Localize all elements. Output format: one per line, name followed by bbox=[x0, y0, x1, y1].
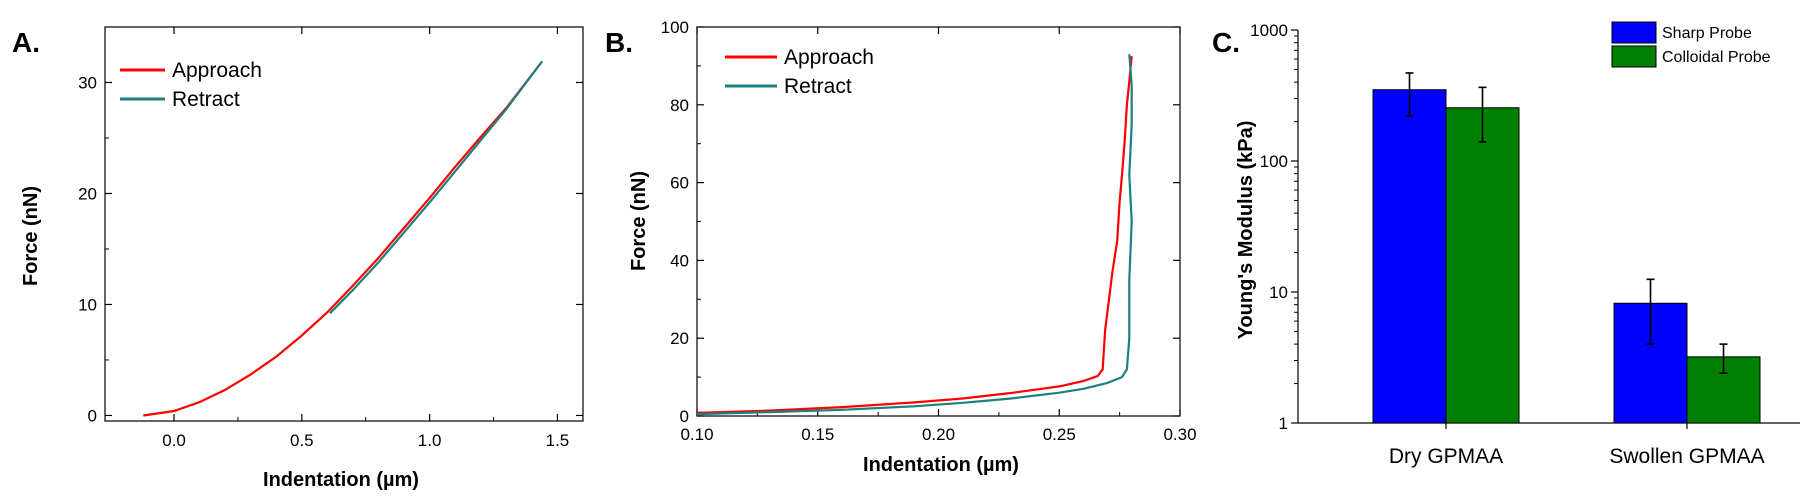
chart-c: Young's Modulus (kPa) 1 10 100 1000 Dry GPMA… bbox=[1235, 21, 1800, 468]
chart-b-xtick-label: 0.10 bbox=[680, 425, 713, 444]
chart-c-ytick-label: 1000 bbox=[1250, 21, 1288, 40]
chart-a-series-retract bbox=[329, 60, 543, 315]
chart-b-ytick-label: 20 bbox=[670, 329, 689, 348]
chart-c-category-label: Dry GPMAA bbox=[1389, 445, 1503, 468]
chart-b-xtick-label: 0.30 bbox=[1163, 425, 1196, 444]
chart-a-ytick-label: 20 bbox=[78, 184, 97, 203]
chart-c-ylabel: Young's Modulus (kPa) bbox=[1235, 121, 1257, 340]
chart-a: Indentation (µm) Force (nN) 0.0 0.5 1.0 1.5… bbox=[20, 26, 584, 491]
chart-a-xlabel: Indentation (µm) bbox=[263, 469, 419, 491]
chart-a-series-approach bbox=[143, 60, 543, 417]
chart-a-frame bbox=[104, 26, 584, 422]
chart-b-ytick-label: 60 bbox=[670, 174, 689, 193]
chart-c-legend-swatch-colloidal bbox=[1611, 45, 1657, 68]
chart-c-legend-label-sharp: Sharp Probe bbox=[1662, 25, 1752, 42]
chart-c-bar-colloidal bbox=[1445, 107, 1520, 424]
chart-a-xtick-label: 0.5 bbox=[290, 431, 314, 450]
chart-a-ytick-label: 10 bbox=[78, 295, 97, 314]
chart-a-xtick-label: 1.0 bbox=[418, 431, 442, 450]
chart-b-ytick-label: 100 bbox=[661, 18, 689, 37]
chart-c-ytick-label: 1 bbox=[1279, 414, 1288, 433]
chart-b-series-retract bbox=[696, 54, 1133, 416]
chart-b-ytick-label: 0 bbox=[680, 407, 689, 426]
chart-b-xtick-label: 0.25 bbox=[1043, 425, 1076, 444]
chart-c-legend-swatch-sharp bbox=[1611, 21, 1657, 44]
chart-a-legend-label-retract: Retract bbox=[172, 88, 240, 111]
chart-b-legend-label-approach: Approach bbox=[784, 46, 874, 69]
chart-a-ytick-label: 0 bbox=[88, 406, 97, 425]
chart-b: Indentation (µm) Force (nN) 0.10 0.15 0.20… bbox=[628, 18, 1197, 476]
panel-letter-b: B. bbox=[605, 27, 633, 58]
chart-b-ytick-label: 40 bbox=[670, 251, 689, 270]
chart-a-xtick-label: 0.0 bbox=[162, 431, 186, 450]
chart-a-xtick-label: 1.5 bbox=[546, 431, 570, 450]
chart-b-xtick-label: 0.15 bbox=[801, 425, 834, 444]
chart-b-xlabel: Indentation (µm) bbox=[863, 454, 1019, 476]
chart-a-ytick-label: 30 bbox=[78, 73, 97, 92]
panel-letter-c: C. bbox=[1212, 27, 1240, 58]
chart-b-ytick-label: 80 bbox=[670, 96, 689, 115]
chart-b-legend-label-retract: Retract bbox=[784, 75, 852, 98]
chart-a-ylabel: Force (nN) bbox=[20, 186, 42, 286]
chart-c-bar-sharp bbox=[1372, 89, 1447, 424]
panel-letter-a: A. bbox=[12, 27, 40, 58]
chart-a-legend-label-approach: Approach bbox=[172, 59, 262, 82]
chart-b-xtick-label: 0.20 bbox=[922, 425, 955, 444]
chart-b-ylabel: Force (nN) bbox=[628, 171, 650, 271]
chart-b-series-approach bbox=[696, 56, 1133, 414]
chart-c-ytick-label: 100 bbox=[1260, 152, 1288, 171]
chart-c-legend-label-colloidal: Colloidal Probe bbox=[1662, 49, 1771, 66]
chart-c-category-label: Swollen GPMAA bbox=[1609, 445, 1764, 468]
chart-c-ytick-label: 10 bbox=[1269, 283, 1288, 302]
